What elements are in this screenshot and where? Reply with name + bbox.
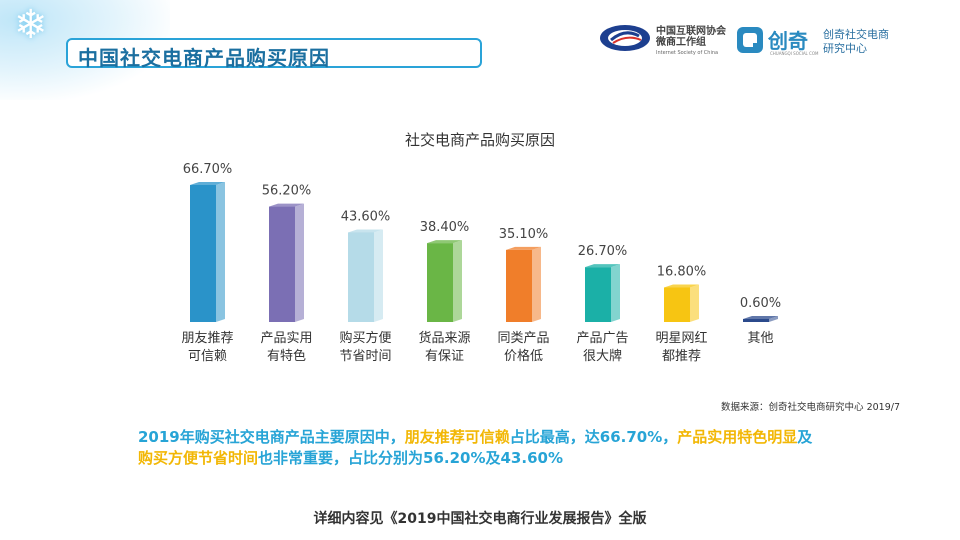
bar-top [664, 284, 699, 288]
data-source: 数据来源：创奇社交电商研究中心 2019/7 [721, 402, 900, 413]
isc-logo-icon [600, 25, 650, 51]
bar-top [348, 229, 383, 233]
category-label: 购买方便 [339, 330, 391, 346]
category-label: 产品广告 [576, 331, 628, 346]
bar [269, 206, 295, 322]
bar-value-label: 38.40% [420, 220, 470, 235]
bar-top [506, 246, 541, 250]
bar-value-label: 35.10% [499, 227, 549, 242]
isc-subname: 微商工作组 [656, 37, 706, 48]
bar-side [769, 316, 778, 322]
center-name-line1: 创奇社交电商 [823, 28, 889, 41]
bar [190, 185, 216, 322]
bar-side [216, 182, 225, 322]
category-label: 有保证 [425, 349, 464, 364]
category-label: 价格低 [504, 348, 543, 364]
bar-side [295, 203, 304, 322]
title-box: 中国社交电商产品购买原因 [66, 38, 482, 70]
bar [585, 267, 611, 322]
bar-side [690, 284, 699, 322]
summary-part3: 占比最高，达66.70%， [509, 428, 678, 446]
bar-top [743, 316, 778, 319]
bar [506, 249, 532, 322]
isc-name: 中国互联网协会 [656, 26, 726, 37]
bar-side [453, 240, 462, 322]
summary-highlight3: 购买方便节省时间 [138, 449, 259, 467]
bar-top [269, 203, 304, 207]
category-label: 朋友推荐 [181, 330, 233, 346]
category-label: 有特色 [267, 348, 306, 364]
summary-highlight1: 朋友推荐可信赖 [404, 428, 510, 446]
bar-top [427, 240, 462, 244]
footer-note: 详细内容见《2019中国社交电商行业发展报告》全版 [313, 511, 647, 527]
bar [427, 243, 453, 322]
chuangqi-logo-icon [737, 27, 763, 53]
summary-part5: 及 [797, 428, 813, 446]
center-name-line2: 研究中心 [823, 42, 867, 55]
bar [348, 232, 374, 322]
category-label: 货品来源 [418, 330, 470, 346]
category-label: 产品实用 [260, 331, 312, 346]
category-label: 可信赖 [188, 349, 227, 364]
bar-top [585, 264, 620, 268]
bar-value-label: 26.70% [578, 244, 628, 259]
bar-value-label: 56.20% [262, 184, 312, 199]
bar-value-label: 66.70% [183, 162, 233, 177]
chuangqi-center-text: 创奇社交电商 研究中心 [823, 28, 889, 56]
bar-side [611, 264, 620, 322]
page-title: 中国社交电商产品购买原因 [78, 46, 330, 70]
bar-side [532, 246, 541, 322]
category-label: 都推荐 [662, 349, 701, 364]
isc-english-name: Internet Society of China [656, 50, 719, 56]
category-label: 很大牌 [583, 348, 622, 364]
bar-value-label: 16.80% [657, 264, 707, 279]
category-label: 节省时间 [339, 349, 391, 364]
summary-part1: 2019年购买社交电商产品主要原因中， [138, 428, 405, 446]
category-label: 同类产品 [497, 331, 549, 346]
chuangqi-name: 创奇 [768, 29, 808, 53]
summary-highlight2: 产品实用特色明显 [677, 428, 798, 446]
chuangqi-english-name: CHUANGQI SOCIAL COM [770, 51, 819, 56]
chart-title: 社交电商产品购买原因 [404, 131, 555, 149]
bar-top [190, 182, 225, 185]
isc-logo-text: 中国互联网协会 微商工作组 [656, 26, 726, 48]
category-label: 其他 [747, 331, 773, 346]
summary-text: 2019年购买社交电商产品主要原因中，朋友推荐可信赖占比最高，达66.70%，产… [138, 427, 878, 469]
snowflake-icon: ❄ [14, 2, 48, 48]
category-label: 明星网红 [655, 330, 707, 346]
bar-value-label: 0.60% [740, 296, 781, 311]
bar [664, 287, 690, 322]
summary-part7: 也非常重要，占比分别为56.20%及43.60% [258, 449, 563, 467]
bar [743, 319, 769, 322]
bar-value-label: 43.60% [341, 209, 391, 224]
bar-side [374, 229, 383, 322]
